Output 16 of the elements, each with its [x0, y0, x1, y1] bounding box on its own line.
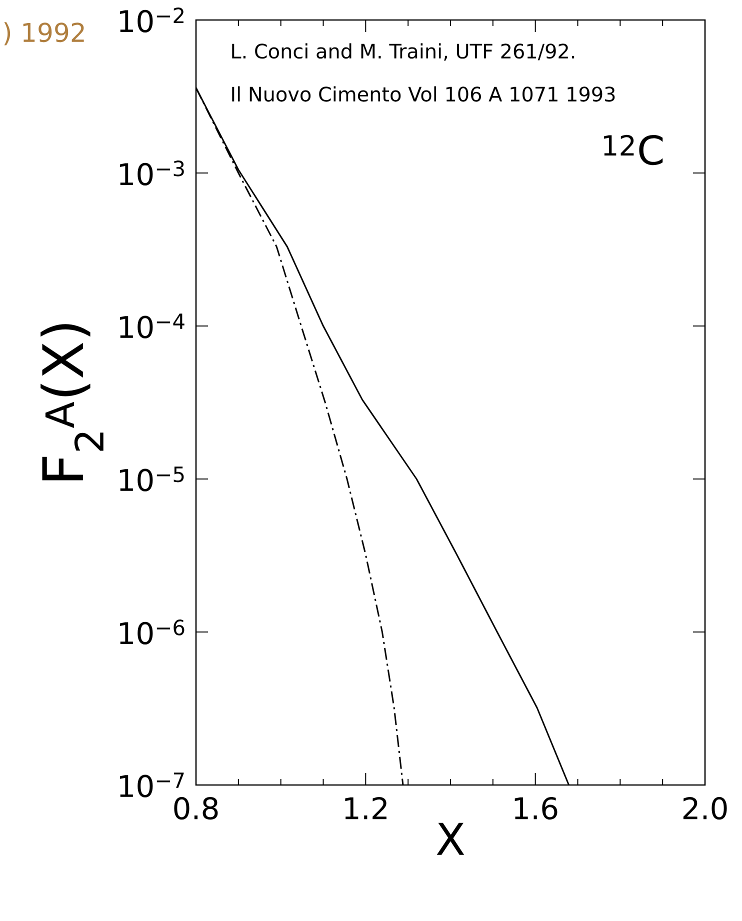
annotation: Il Nuovo Cimento Vol 106 A 1071 1993 [232, 86, 615, 102]
y-axis-title: F$_{2}$$^{A}$(X) [40, 324, 104, 480]
annotation: $^{12}$C [604, 134, 663, 166]
x-tick-label: 0.8 [174, 796, 218, 820]
y-tick-label: 10$^{−5}$ [120, 466, 184, 492]
x-axis-title: X [436, 822, 464, 855]
x-tick-label: 1.6 [514, 796, 558, 820]
y-tick-label: 10$^{−2}$ [120, 8, 184, 32]
y-tick-label: 10$^{−4}$ [120, 314, 184, 338]
y-tick-label: 10$^{−7}$ [120, 772, 184, 798]
y-tick-label: 10$^{−3}$ [120, 160, 184, 186]
y-tick-label: 10$^{−6}$ [120, 620, 184, 644]
text: ) 1992 [4, 22, 84, 46]
annotation: L. Conci and M. Traini, UTF 261/92. [232, 43, 574, 61]
x-tick-label: 1.2 [345, 796, 386, 820]
x-tick-label: 2.0 [683, 796, 727, 820]
